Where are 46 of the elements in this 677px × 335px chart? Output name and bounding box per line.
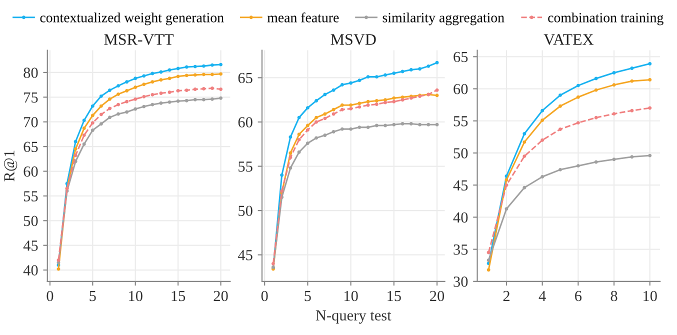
y-tick-label: 45: [23, 240, 38, 251]
legend-label: combination training: [548, 12, 664, 26]
x-tick-label: 5: [304, 291, 311, 302]
x-tick-label: 2: [503, 290, 510, 302]
y-tick-label: 65: [238, 72, 252, 84]
y-tick-label: 70: [24, 117, 38, 128]
legend-label: similarity aggregation: [382, 12, 504, 26]
x-tick-label: 15: [172, 290, 186, 302]
y-tick-label: 50: [238, 206, 252, 216]
y-tick-label: 60: [24, 166, 38, 177]
x-tick-label: 5: [90, 291, 96, 302]
y-tick-label: 55: [24, 191, 38, 202]
x-tick-label: 6: [575, 290, 582, 302]
y-tick-label: 75: [24, 92, 38, 103]
y-tick-label: 50: [24, 216, 38, 226]
x-tick-label: 10: [644, 290, 657, 302]
x-tick-label: 8: [610, 290, 618, 302]
y-tick-label: 60: [238, 117, 252, 128]
x-tick-label: 10: [129, 290, 142, 302]
y-tick-label: 60: [454, 84, 468, 94]
y-tick-label: 45: [453, 180, 468, 191]
y-tick-label: 40: [453, 212, 468, 223]
chart-title: VATEX: [544, 34, 594, 45]
legend-label: mean feature: [267, 12, 339, 22]
y-tick-label: 65: [24, 142, 38, 152]
y-tick-label: 45: [238, 250, 252, 260]
y-tick-label: 35: [454, 244, 468, 255]
x-tick-label: 0: [261, 290, 268, 302]
x-tick-label: 20: [430, 290, 444, 302]
y-tick-label: 40: [23, 265, 38, 276]
x-tick-label: 4: [538, 290, 546, 302]
x-tick-label: 10: [344, 290, 358, 302]
y-tick-label: 65: [454, 52, 468, 62]
x-axis-title: N-query test: [316, 310, 392, 324]
y-tick-label: 50: [454, 148, 468, 158]
chart-title: MSR-VTT: [104, 34, 174, 45]
y-axis-title: R@1: [4, 150, 18, 182]
y-tick-label: 55: [238, 162, 252, 172]
x-tick-label: 15: [388, 290, 401, 302]
chart-title: MSVD: [330, 34, 376, 45]
x-tick-label: 20: [214, 290, 228, 302]
y-tick-label: 55: [454, 116, 468, 126]
y-tick-label: 80: [24, 68, 38, 78]
x-tick-label: 0: [46, 290, 54, 302]
y-tick-label: 30: [454, 276, 468, 287]
legend-label: contextualized weight generation: [40, 12, 224, 26]
